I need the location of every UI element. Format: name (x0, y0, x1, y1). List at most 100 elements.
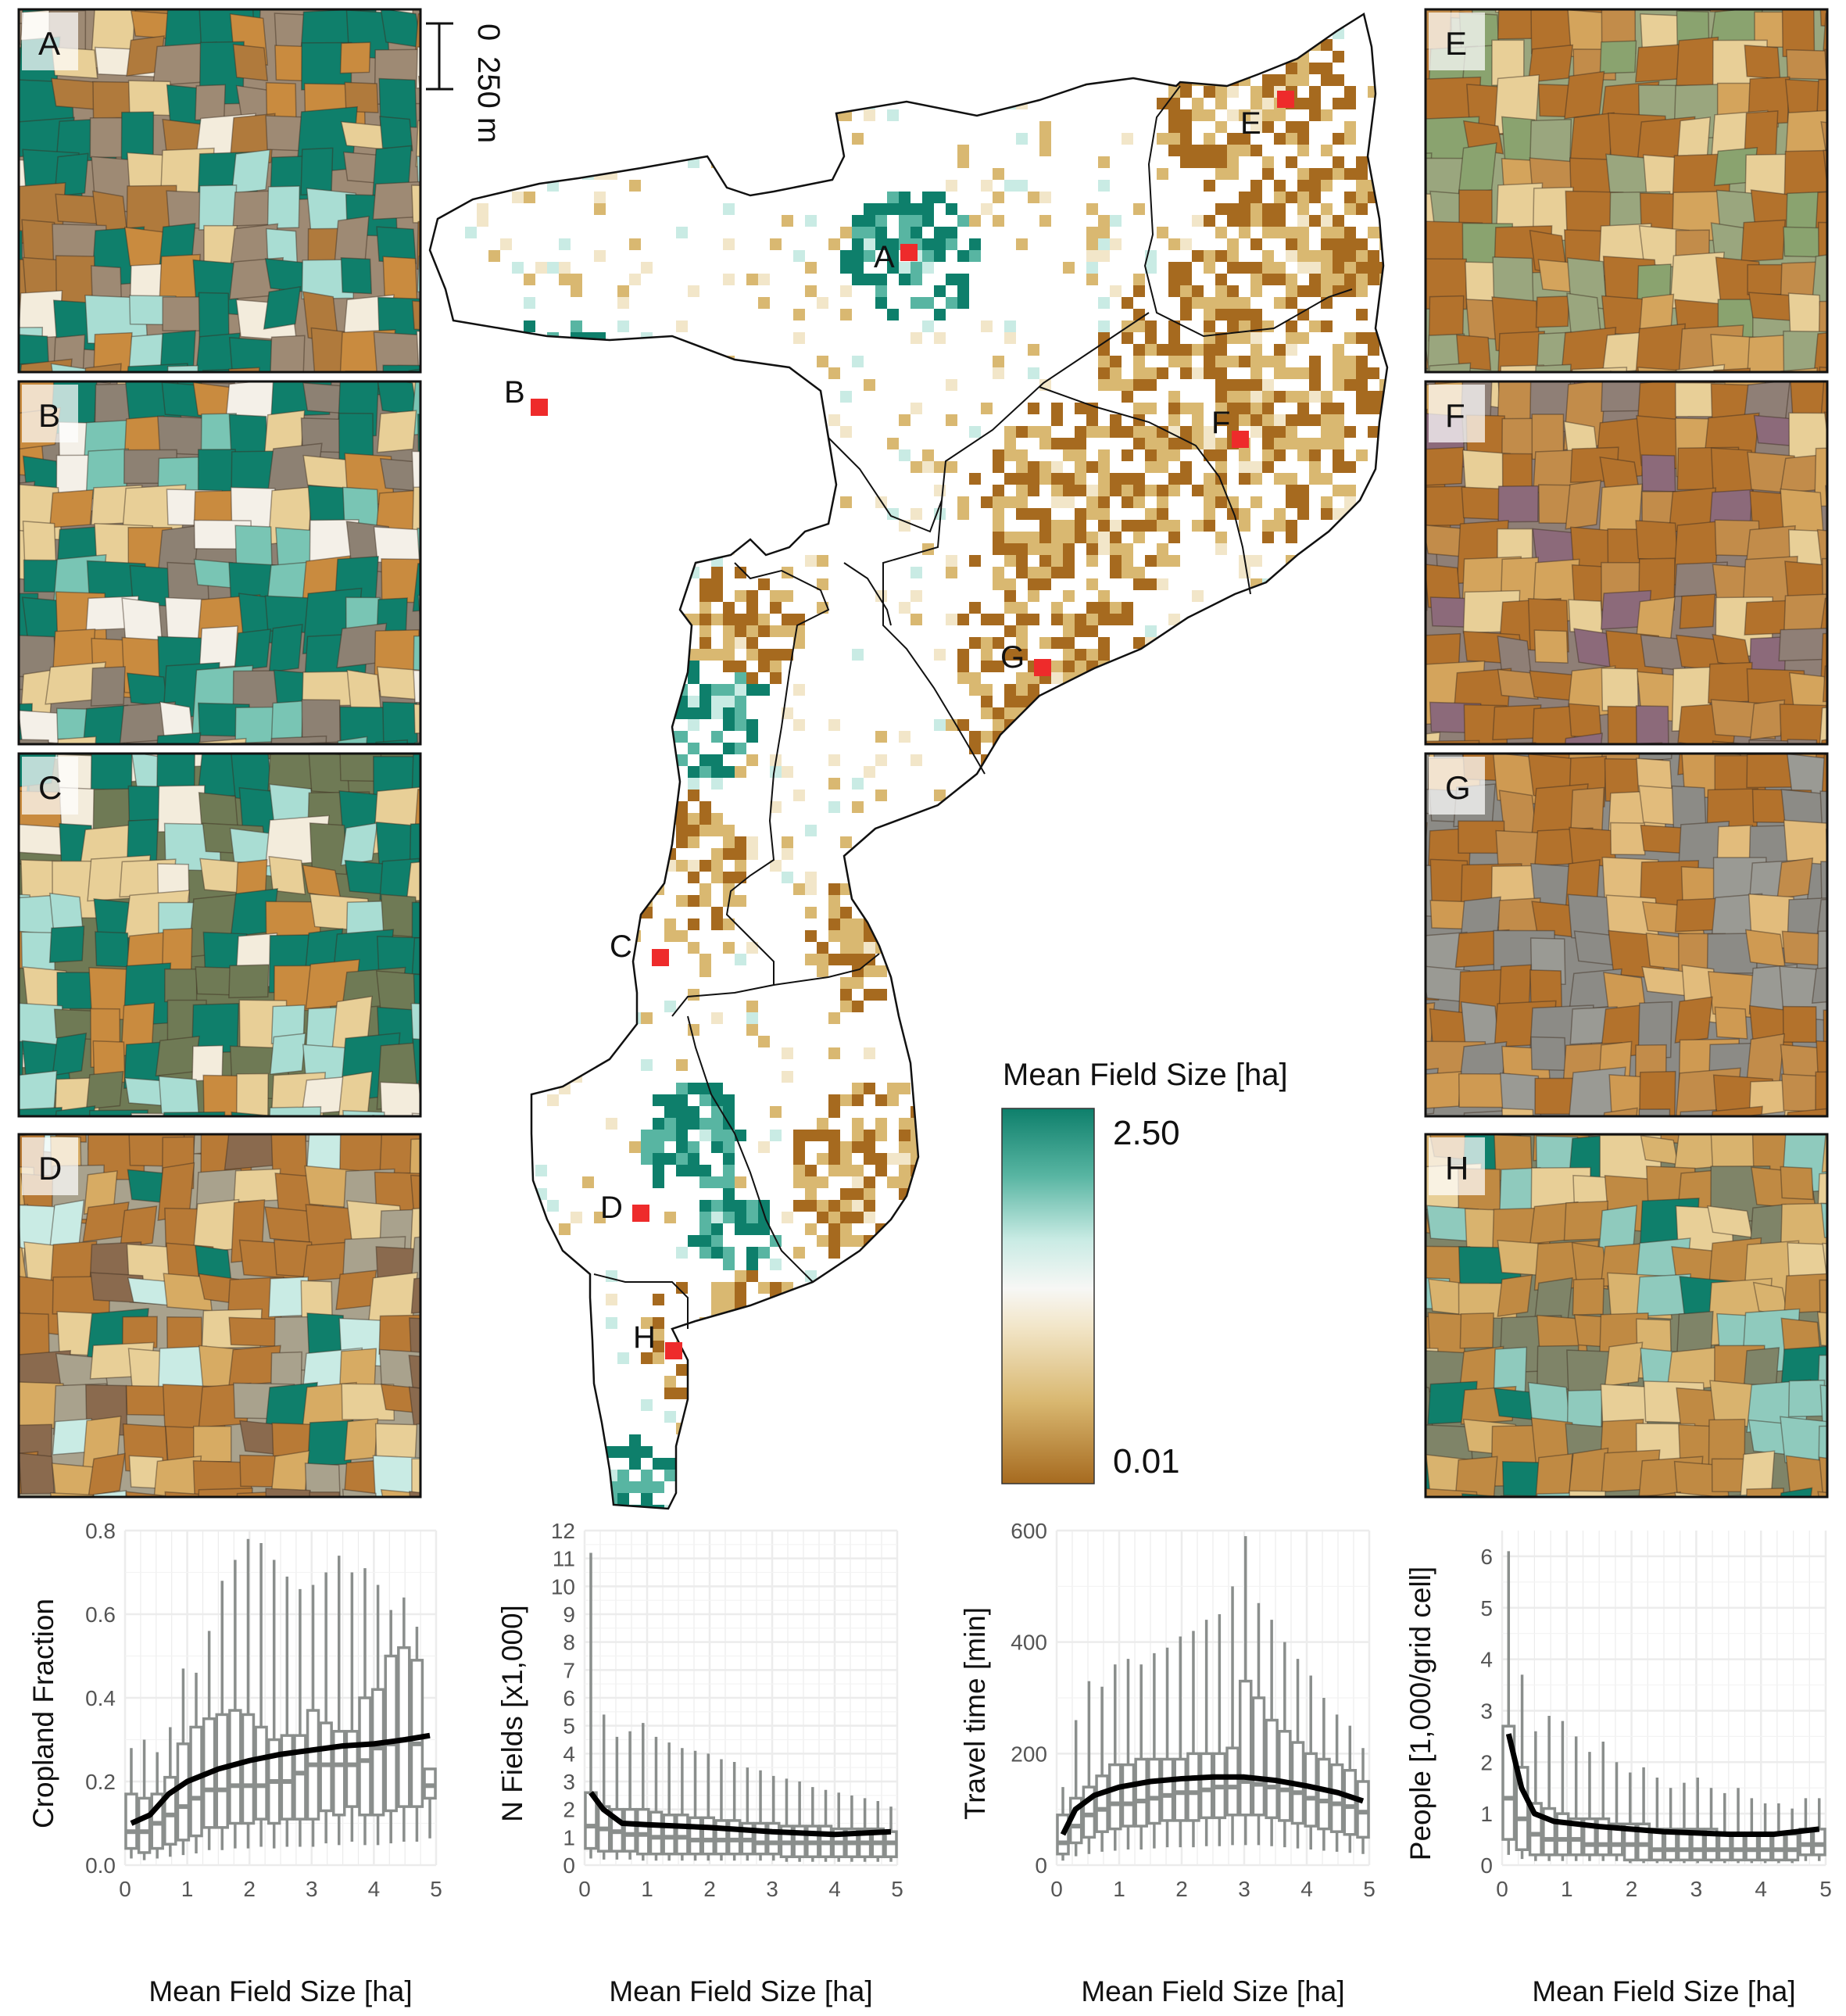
inset-panel-h: H (1424, 1133, 1829, 1499)
box-3 (610, 1736, 624, 1860)
box-6 (649, 1736, 664, 1861)
box-21 (384, 1610, 398, 1844)
box-13 (280, 1576, 295, 1847)
box-6 (1121, 1659, 1136, 1850)
box-17 (332, 1556, 346, 1846)
box-4 (1095, 1686, 1109, 1852)
y-tick-label: 2 (563, 1798, 575, 1822)
x-tick-label: 2 (1626, 1877, 1638, 1901)
y-tick-label: 11 (553, 1547, 575, 1571)
box-5 (1108, 1664, 1122, 1851)
inset-panel-a: A (17, 8, 422, 374)
box-6 (1569, 1736, 1583, 1861)
x-tick-label: 4 (1300, 1877, 1313, 1901)
box-23 (871, 1800, 885, 1862)
box-1 (584, 1552, 598, 1859)
inset-letter-c: C (38, 769, 62, 806)
province-boundaries (593, 85, 1353, 1329)
x-tick-label: 1 (1561, 1877, 1573, 1901)
box-14 (1676, 1782, 1691, 1864)
inset-letter-d: D (38, 1150, 62, 1187)
y-tick-label: 7 (563, 1658, 575, 1682)
box-7 (1134, 1664, 1148, 1850)
color-legend: Mean Field Size [ha] 2.50 0.01 (1001, 1058, 1288, 1484)
legend-title: Mean Field Size [ha] (1003, 1058, 1288, 1092)
x-tick-label: 1 (641, 1877, 653, 1901)
box-10 (1173, 1636, 1188, 1848)
box-22 (857, 1798, 872, 1862)
box-15 (766, 1775, 781, 1861)
box-15 (1238, 1536, 1253, 1846)
chart-3: 0 1 2 3 4 5 0 200 400 600 Mean Field Size [ha] Trav… (959, 1519, 1376, 2007)
inset-panel-c: C (17, 752, 422, 1118)
box-9 (1160, 1647, 1175, 1848)
x-tick-label: 0 (1496, 1877, 1508, 1901)
site-marker-a (900, 244, 918, 261)
y-tick-label: 600 (1011, 1519, 1047, 1543)
box-20 (370, 1585, 385, 1846)
site-label-c: C (610, 929, 632, 964)
site-marker-d (632, 1205, 649, 1222)
inset-letter-g: G (1445, 769, 1471, 806)
y-tick-label: 200 (1011, 1742, 1047, 1766)
inset-panel-b: B (17, 380, 422, 746)
box-18 (1731, 1788, 1746, 1864)
box-4 (623, 1731, 637, 1860)
box-14 (1225, 1586, 1240, 1846)
grid (583, 1529, 899, 1867)
x-tick-label: 4 (368, 1877, 381, 1901)
y-axis-title: Cropland Fraction (27, 1599, 59, 1828)
y-tick-label: 0 (1035, 1853, 1047, 1878)
box-23 (410, 1627, 424, 1842)
trend-line (1505, 1733, 1820, 1837)
y-tick-label: 3 (563, 1770, 575, 1794)
box-12 (267, 1559, 281, 1849)
box-19 (1290, 1659, 1305, 1849)
scale-zero: 0 (471, 23, 506, 41)
box-10 (1622, 1772, 1637, 1864)
x-axis-title: Mean Field Size [ha] (1081, 1975, 1344, 2007)
box-22 (397, 1597, 411, 1842)
x-tick-label: 3 (1690, 1877, 1703, 1901)
site-label-b: B (504, 375, 525, 410)
x-axis-title: Mean Field Size [ha] (1532, 1975, 1795, 2007)
x-tick-label: 4 (828, 1877, 841, 1901)
site-markers: A B C D E F G H (504, 91, 1294, 1359)
y-tick-label: 0 (563, 1853, 575, 1878)
trend-line (589, 1791, 892, 1838)
y-axis-title: People [1,000/grid cell] (1404, 1567, 1436, 1860)
y-tick-label: 400 (1011, 1631, 1047, 1655)
y-tick-label: 4 (1480, 1648, 1493, 1672)
site-marker-b (531, 399, 548, 416)
y-tick-label: 9 (563, 1602, 575, 1627)
box-6 (189, 1672, 203, 1854)
y-tick-label: 8 (563, 1631, 575, 1655)
site-marker-f (1232, 431, 1249, 448)
box-24 (1356, 1748, 1370, 1854)
box-16 (779, 1778, 794, 1862)
x-tick-label: 0 (1050, 1877, 1063, 1901)
y-tick-label: 3 (1480, 1699, 1493, 1723)
y-tick-label: 4 (563, 1742, 575, 1766)
box-10 (241, 1538, 256, 1849)
x-tick-label: 5 (891, 1877, 903, 1901)
site-marker-h (665, 1342, 682, 1359)
box-9 (228, 1559, 242, 1849)
box-21 (1317, 1698, 1331, 1851)
box-14 (293, 1588, 307, 1847)
box-7 (202, 1631, 216, 1850)
box-1 (1501, 1551, 1516, 1855)
box-9 (1609, 1762, 1624, 1861)
y-tick-label: 0.0 (85, 1853, 116, 1878)
y-tick-label: 10 (551, 1574, 575, 1599)
x-tick-label: 2 (1175, 1877, 1188, 1901)
x-axis-title: Mean Field Size [ha] (609, 1975, 872, 2007)
y-tick-label: 0.4 (85, 1686, 116, 1710)
scale-distance: 250 m (471, 56, 506, 143)
y-tick-label: 0.6 (85, 1602, 116, 1627)
y-tick-label: 1 (1480, 1802, 1493, 1826)
site-label-h: H (633, 1320, 656, 1355)
y-tick-label: 5 (563, 1714, 575, 1738)
site-label-a: A (874, 240, 895, 274)
